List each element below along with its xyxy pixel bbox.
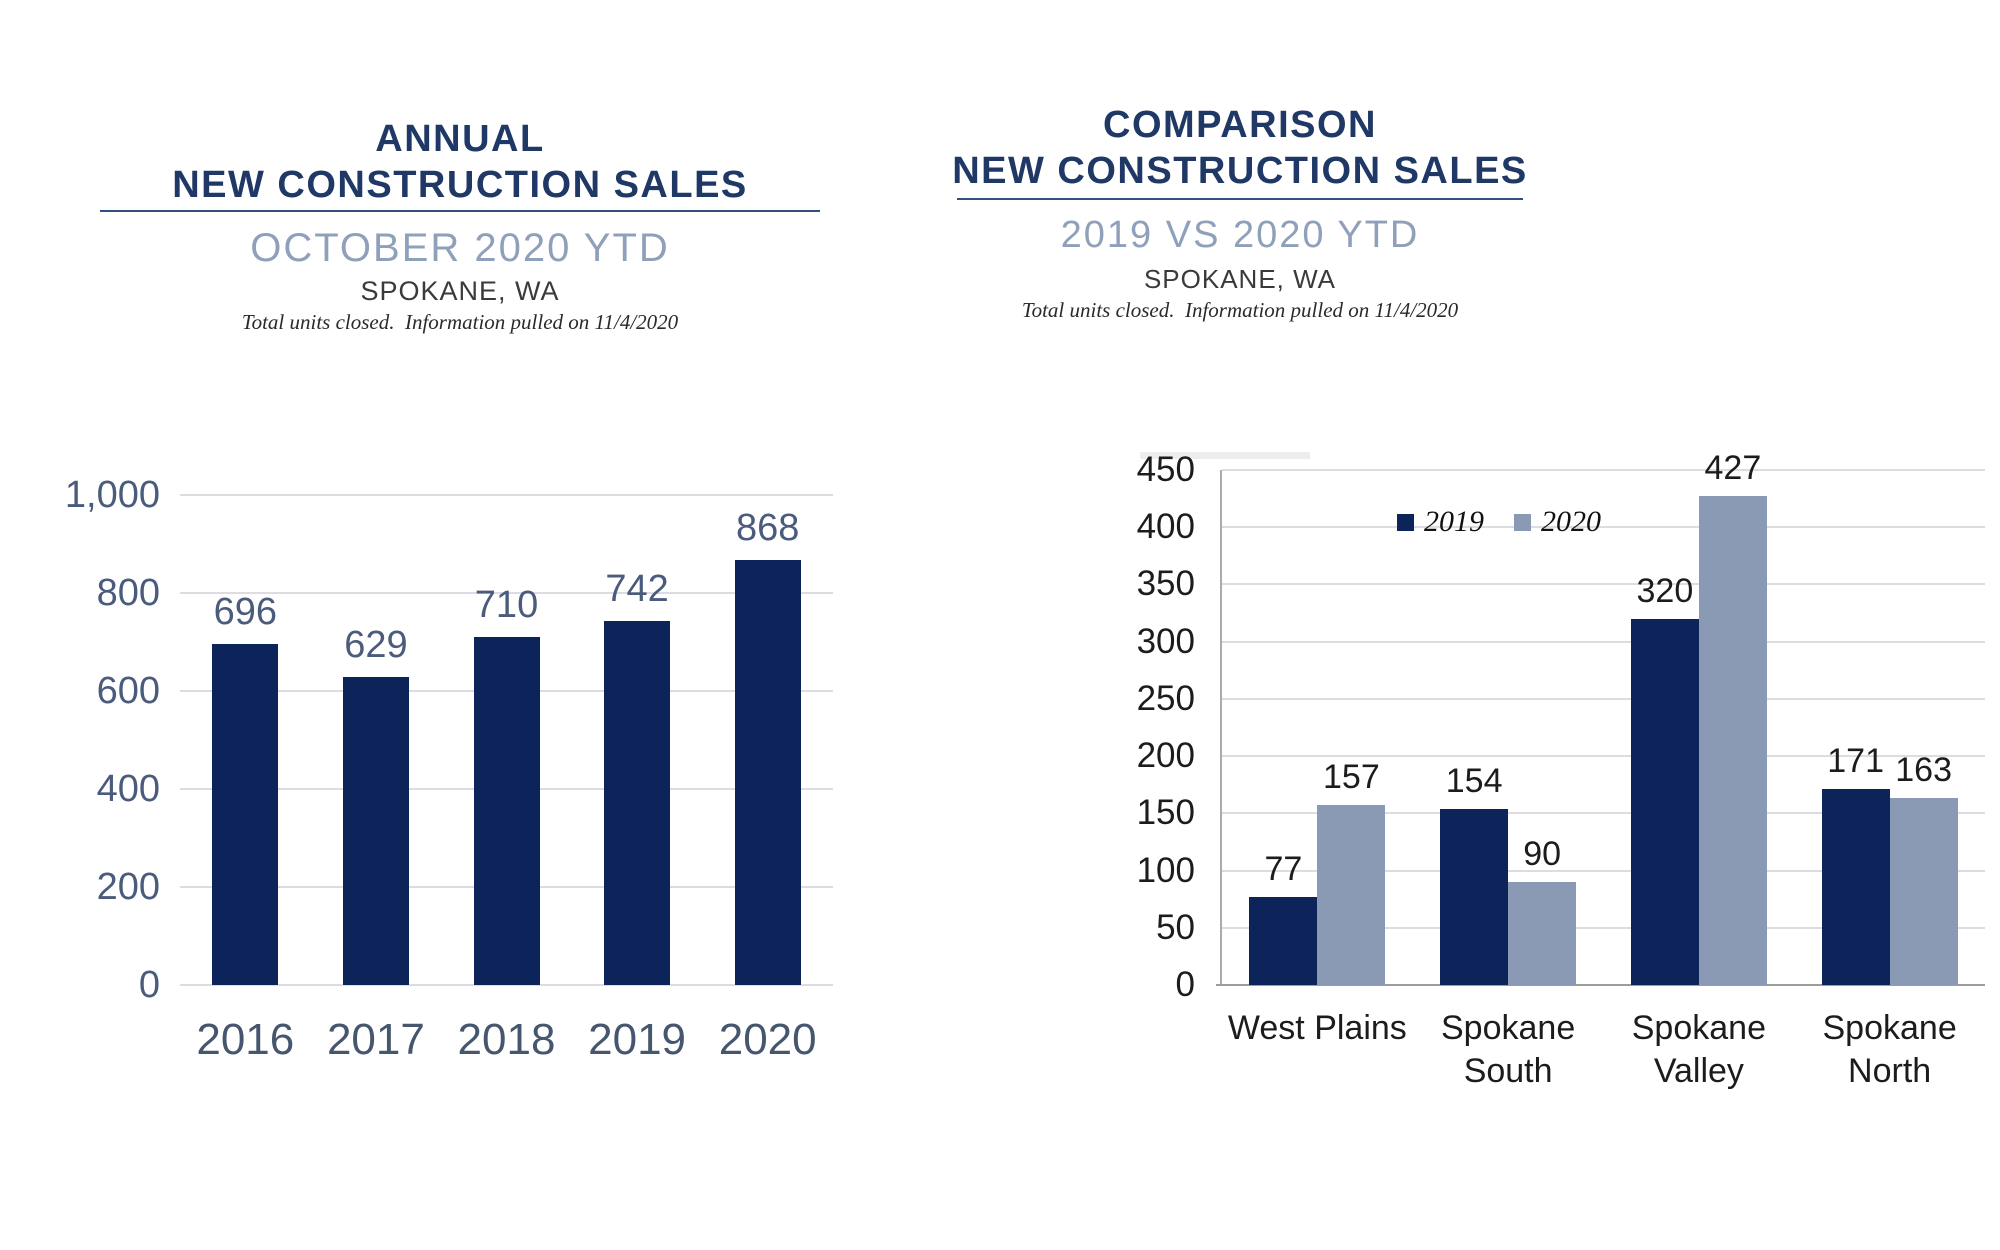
x-axis-label: Spokane North: [1822, 1009, 1957, 1090]
bar-value-label: 77: [1264, 849, 1303, 888]
x-axis-label: Spokane South: [1441, 1009, 1576, 1090]
chart-legend: 2019 2020: [1397, 505, 1601, 539]
gridline: [1222, 869, 1985, 872]
y-axis-tick-label: 150: [1136, 793, 1195, 833]
y-axis-tick-label: 800: [96, 572, 160, 614]
bar-value-label: 90: [1523, 835, 1562, 873]
legend-label-2019: 2019: [1424, 505, 1484, 538]
annual-chart-title-line2: NEW CONSTRUCTION SALES: [172, 164, 748, 206]
annual-chart-subtitle: OCTOBER 2020 YTD: [250, 226, 670, 270]
gridline: [180, 984, 833, 986]
comparison-sales-grouped-bar-chart: 0 50 100 150 200 250 300 350 400 450 77 157 West Pla…: [1137, 449, 1985, 1090]
comparison-title-underline: [957, 198, 1523, 200]
annual-chart-location: SPOKANE, WA: [360, 276, 560, 306]
x-axis-label: Spokane Valley: [1631, 1009, 1766, 1090]
y-axis-tick-label: 250: [1136, 678, 1195, 718]
bar-spokane-north-2020: [1889, 798, 1958, 985]
y-axis-line: [1220, 470, 1222, 985]
comparison-chart-note: Total units closed. Information pulled o…: [1021, 298, 1459, 322]
y-axis-tick-label: 600: [96, 670, 160, 712]
bar-spokane-south-2019: [1440, 808, 1509, 985]
gridline: [1222, 755, 1985, 758]
gridline: [1222, 583, 1985, 586]
y-axis-tick-label: 400: [96, 768, 160, 810]
x-axis-label: 2020: [718, 1015, 817, 1064]
x-axis-label: 2016: [196, 1015, 295, 1064]
bar-value-label: 320: [1636, 571, 1694, 610]
bar-value-label: 868: [735, 506, 800, 549]
annual-title-underline: [100, 210, 820, 212]
y-axis-tick-label: 1,000: [64, 474, 160, 516]
bar-spokane-north-2019: [1821, 789, 1890, 985]
bar-value-label: 163: [1895, 751, 1952, 790]
gridline: [1222, 526, 1985, 529]
bar-value-label: 427: [1704, 449, 1762, 488]
gridline: [1222, 697, 1985, 700]
y-axis-tick-label: 400: [1136, 507, 1195, 547]
y-axis-tick-label: 450: [1136, 450, 1195, 489]
bar-west-plains-2020: [1317, 805, 1386, 985]
bar-value-label: 696: [213, 590, 278, 633]
bar-spokane-south-2020: [1508, 882, 1577, 985]
annual-sales-bar-chart: 0 200 400 600 800 1,000 696 2016 629 2017 710 2018 7…: [65, 475, 833, 1064]
bar-west-plains-2019: [1249, 896, 1318, 985]
bar-value-label: 710: [474, 584, 539, 627]
comparison-chart-header: COMPARISON NEW CONSTRUCTION SALES: [940, 106, 1540, 190]
comparison-chart-title-line1: COMPARISON: [1103, 104, 1377, 146]
legend-swatch-2020: [1514, 513, 1531, 531]
x-axis-line: [1216, 984, 1985, 986]
bar-value-label: 157: [1323, 758, 1380, 797]
y-axis-tick-label: 0: [1175, 965, 1195, 1004]
bar-spokane-valley-2019: [1630, 618, 1699, 985]
comparison-chart-title-line2: NEW CONSTRUCTION SALES: [952, 150, 1528, 192]
gridline: [1222, 469, 1985, 471]
bar-2019: [604, 621, 671, 985]
annual-chart-note: Total units closed. Information pulled o…: [241, 310, 679, 334]
x-axis-label: 2019: [588, 1015, 687, 1064]
y-axis-tick-label: 350: [1136, 564, 1195, 604]
gridline: [1222, 812, 1985, 815]
x-axis-label: 2017: [326, 1015, 425, 1064]
comparison-chart-subtitle: 2019 VS 2020 YTD: [1060, 214, 1420, 256]
gridline: [180, 592, 833, 594]
bar-2018: [473, 637, 540, 985]
y-axis-tick-label: 50: [1156, 907, 1195, 947]
bar-value-label: 154: [1445, 761, 1503, 800]
legend-item-2020: 2020: [1514, 505, 1601, 539]
x-axis-label: West Plains: [1227, 1009, 1407, 1047]
y-axis-tick-label: 200: [96, 866, 160, 908]
chart-edge-artifact: [1140, 452, 1310, 459]
gridline: [180, 494, 833, 496]
legend-label-2020: 2020: [1541, 505, 1601, 538]
bar-value-label: 171: [1827, 742, 1884, 781]
bar-2020: [734, 559, 801, 985]
bar-value-label: 742: [605, 568, 669, 611]
annual-chart-title-line1: ANNUAL: [375, 118, 545, 160]
bar-2017: [342, 676, 409, 985]
y-axis-tick-label: 0: [138, 964, 160, 1006]
legend-item-2019: 2019: [1397, 505, 1484, 539]
y-axis-tick-label: 300: [1136, 621, 1195, 661]
bar-value-label: 629: [344, 623, 408, 666]
gridline: [1222, 926, 1985, 929]
bar-spokane-valley-2020: [1698, 496, 1767, 985]
y-axis-tick-label: 100: [1136, 850, 1195, 890]
legend-swatch-2019: [1397, 513, 1414, 531]
comparison-chart-location: SPOKANE, WA: [1143, 264, 1337, 294]
annual-chart-header: ANNUAL NEW CONSTRUCTION SALES: [60, 120, 860, 204]
x-axis-label: 2018: [457, 1015, 556, 1064]
y-axis-tick-label: 200: [1136, 736, 1195, 776]
bar-2016: [212, 643, 279, 985]
gridline: [1222, 640, 1985, 643]
